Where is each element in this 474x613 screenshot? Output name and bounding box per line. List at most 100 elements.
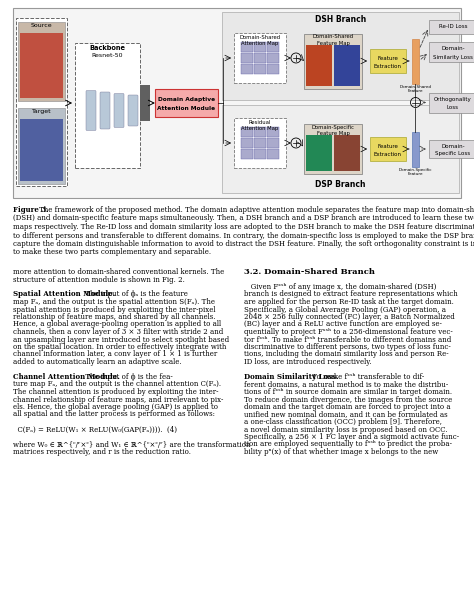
- FancyBboxPatch shape: [13, 8, 461, 198]
- FancyBboxPatch shape: [20, 119, 63, 181]
- FancyBboxPatch shape: [241, 53, 253, 63]
- FancyBboxPatch shape: [18, 22, 65, 101]
- FancyBboxPatch shape: [267, 64, 279, 74]
- Text: Extraction: Extraction: [374, 64, 402, 69]
- Text: spatial attention is produced by exploiting the inter-pixel: spatial attention is produced by exploit…: [13, 305, 216, 313]
- Text: Target: Target: [32, 109, 51, 114]
- Text: The input of ϕₐ is the feature: The input of ϕₐ is the feature: [83, 291, 188, 299]
- FancyBboxPatch shape: [75, 43, 140, 168]
- FancyBboxPatch shape: [306, 45, 332, 85]
- FancyBboxPatch shape: [267, 53, 279, 63]
- Text: The input of ϕ⁣ is the fea-: The input of ϕ⁣ is the fea-: [83, 373, 173, 381]
- Text: structure of attention module is shown in Fig. 2.: structure of attention module is shown i…: [13, 275, 185, 283]
- FancyBboxPatch shape: [155, 89, 218, 117]
- Text: The channel attention is produced by exploiting the inter-: The channel attention is produced by exp…: [13, 388, 219, 396]
- Text: Extraction: Extraction: [374, 151, 402, 156]
- Text: Spatial Attention Module.: Spatial Attention Module.: [13, 291, 115, 299]
- Text: unified new nominal domain, and it can be formulated as: unified new nominal domain, and it can b…: [244, 411, 447, 419]
- Text: branch is designed to extract feature representations which: branch is designed to extract feature re…: [244, 291, 458, 299]
- Text: more attention to domain-shared conventional kernels. The: more attention to domain-shared conventi…: [13, 268, 224, 276]
- Text: Resnet-50: Resnet-50: [92, 53, 123, 58]
- FancyBboxPatch shape: [254, 149, 266, 159]
- Text: Specifically, a 256 × 1 FC layer and a sigmoid activate func-: Specifically, a 256 × 1 FC layer and a s…: [244, 433, 459, 441]
- FancyBboxPatch shape: [222, 12, 459, 100]
- Text: Domain Adaptive: Domain Adaptive: [158, 96, 215, 102]
- FancyBboxPatch shape: [267, 42, 279, 52]
- FancyBboxPatch shape: [241, 42, 253, 52]
- Text: Attention Map: Attention Map: [241, 41, 279, 46]
- Text: Feature: Feature: [378, 143, 399, 148]
- Text: els. Hence, the global average pooling (GAP) is applied to: els. Hence, the global average pooling (…: [13, 403, 218, 411]
- Text: Specific Loss: Specific Loss: [436, 151, 471, 156]
- FancyBboxPatch shape: [254, 53, 266, 63]
- FancyBboxPatch shape: [241, 64, 253, 74]
- Text: tions, including the domain similarity loss and person Re-: tions, including the domain similarity l…: [244, 351, 448, 359]
- FancyBboxPatch shape: [306, 135, 332, 171]
- FancyBboxPatch shape: [429, 42, 474, 62]
- Text: Channel Attention Module.: Channel Attention Module.: [13, 373, 120, 381]
- FancyBboxPatch shape: [429, 20, 474, 34]
- Text: ture map Fₐ, and the output is the channel attention C(Fₐ).: ture map Fₐ, and the output is the chann…: [13, 381, 221, 389]
- Text: are applied for the person Re-ID task at the target domain.: are applied for the person Re-ID task at…: [244, 298, 454, 306]
- FancyBboxPatch shape: [429, 93, 474, 113]
- Text: Domain-: Domain-: [441, 143, 465, 148]
- Text: all spatial and the latter process is performed as follows:: all spatial and the latter process is pe…: [13, 411, 215, 419]
- FancyBboxPatch shape: [304, 34, 362, 88]
- Text: Figure 3.: Figure 3.: [13, 206, 49, 214]
- Text: Attention Module: Attention Module: [157, 105, 216, 110]
- FancyBboxPatch shape: [304, 124, 362, 174]
- Text: map Fₐ, and the output is the spatial attention S(Fₐ). The: map Fₐ, and the output is the spatial at…: [13, 298, 215, 306]
- Text: Domain Similarity Loss.: Domain Similarity Loss.: [244, 373, 338, 381]
- Text: an upsampling layer are introduced to select spotlight based: an upsampling layer are introduced to se…: [13, 335, 229, 343]
- Text: Similarity Loss: Similarity Loss: [433, 55, 473, 59]
- Text: C(Fₐ) = ReLU(W₁ × ReLU(W₀(GAP(Fₐ)))).  (4): C(Fₐ) = ReLU(W₁ × ReLU(W₀(GAP(Fₐ)))). (4…: [13, 425, 177, 433]
- FancyBboxPatch shape: [20, 33, 63, 98]
- Text: Hence, a global average-pooling operation is applied to all: Hence, a global average-pooling operatio…: [13, 321, 221, 329]
- Text: a novel domain similarity loss is proposed based on OCC.: a novel domain similarity loss is propos…: [244, 425, 447, 433]
- FancyBboxPatch shape: [234, 33, 286, 83]
- Text: capture the domain distinguishable information to avoid to distract the DSH feat: capture the domain distinguishable infor…: [13, 240, 474, 248]
- FancyBboxPatch shape: [412, 39, 419, 83]
- Text: Loss: Loss: [447, 105, 459, 110]
- FancyBboxPatch shape: [222, 105, 459, 193]
- FancyBboxPatch shape: [254, 138, 266, 148]
- Text: Feature Map: Feature Map: [317, 40, 349, 45]
- FancyBboxPatch shape: [86, 91, 96, 131]
- FancyBboxPatch shape: [412, 132, 419, 167]
- Text: Attention Map: Attention Map: [241, 126, 279, 131]
- Text: to make these two parts complementary and separable.: to make these two parts complementary an…: [13, 248, 211, 256]
- Text: ferent domains, a natural method is to make the distribu-: ferent domains, a natural method is to m…: [244, 381, 448, 389]
- Text: Domain-Shared: Domain-Shared: [312, 34, 354, 39]
- Text: a one-class classification (OCC) problem [9]. Therefore,: a one-class classification (OCC) problem…: [244, 418, 442, 426]
- FancyBboxPatch shape: [267, 127, 279, 137]
- Text: tor fˣˢʰ. To make fˣˢʰ transferable to different domains and: tor fˣˢʰ. To make fˣˢʰ transferable to d…: [244, 335, 451, 343]
- Text: where W₀ ∈ ℝ^{ᶜ/ʳ×ᶜ} and W₁ ∈ ℝ^{ᶜ×ᶜ/ʳ} are the transformation: where W₀ ∈ ℝ^{ᶜ/ʳ×ᶜ} and W₁ ∈ ℝ^{ᶜ×ᶜ/ʳ} …: [13, 441, 250, 449]
- Text: Re-ID Loss: Re-ID Loss: [439, 25, 467, 29]
- FancyBboxPatch shape: [100, 92, 110, 129]
- FancyBboxPatch shape: [429, 140, 474, 158]
- FancyBboxPatch shape: [241, 149, 253, 159]
- Text: Backbone: Backbone: [90, 45, 126, 51]
- Text: Feature Map: Feature Map: [317, 131, 349, 136]
- Text: DSH Branch: DSH Branch: [315, 15, 366, 24]
- Text: (BC) layer and a ReLU active function are employed se-: (BC) layer and a ReLU active function ar…: [244, 321, 442, 329]
- Text: on the spatial location. In order to effectively integrate with: on the spatial location. In order to eff…: [13, 343, 227, 351]
- Text: Residual: Residual: [249, 120, 271, 125]
- Text: added to automatically learn an adaptive scale.: added to automatically learn an adaptive…: [13, 358, 182, 366]
- FancyBboxPatch shape: [114, 94, 124, 128]
- FancyBboxPatch shape: [241, 138, 253, 148]
- FancyBboxPatch shape: [334, 45, 360, 85]
- Text: 3.2. Domain-Shared Branch: 3.2. Domain-Shared Branch: [244, 268, 375, 276]
- Text: 2048 × 256 fully connected (FC) layer, a Batch Normalized: 2048 × 256 fully connected (FC) layer, a…: [244, 313, 455, 321]
- Text: Orthogonality: Orthogonality: [434, 97, 472, 102]
- Text: (DSH) and domain-specific feature maps simultaneously. Then, a DSH branch and a : (DSH) and domain-specific feature maps s…: [13, 215, 474, 223]
- FancyBboxPatch shape: [370, 49, 406, 73]
- Text: Specifically, a Global Average Pooling (GAP) operation, a: Specifically, a Global Average Pooling (…: [244, 305, 446, 313]
- FancyBboxPatch shape: [128, 95, 138, 126]
- Text: domain and the target domain are forced to project into a: domain and the target domain are forced …: [244, 403, 451, 411]
- Text: Domain-: Domain-: [441, 47, 465, 51]
- Text: tions of fˣˢʰ in source domain are similar in target domain.: tions of fˣˢʰ in source domain are simil…: [244, 388, 452, 396]
- FancyBboxPatch shape: [267, 138, 279, 148]
- Text: matrices respectively, and r is the reduction ratio.: matrices respectively, and r is the redu…: [13, 448, 191, 456]
- Text: quentially to project Fˣˢʰ to a 256-dimensional feature vec-: quentially to project Fˣˢʰ to a 256-dime…: [244, 328, 453, 336]
